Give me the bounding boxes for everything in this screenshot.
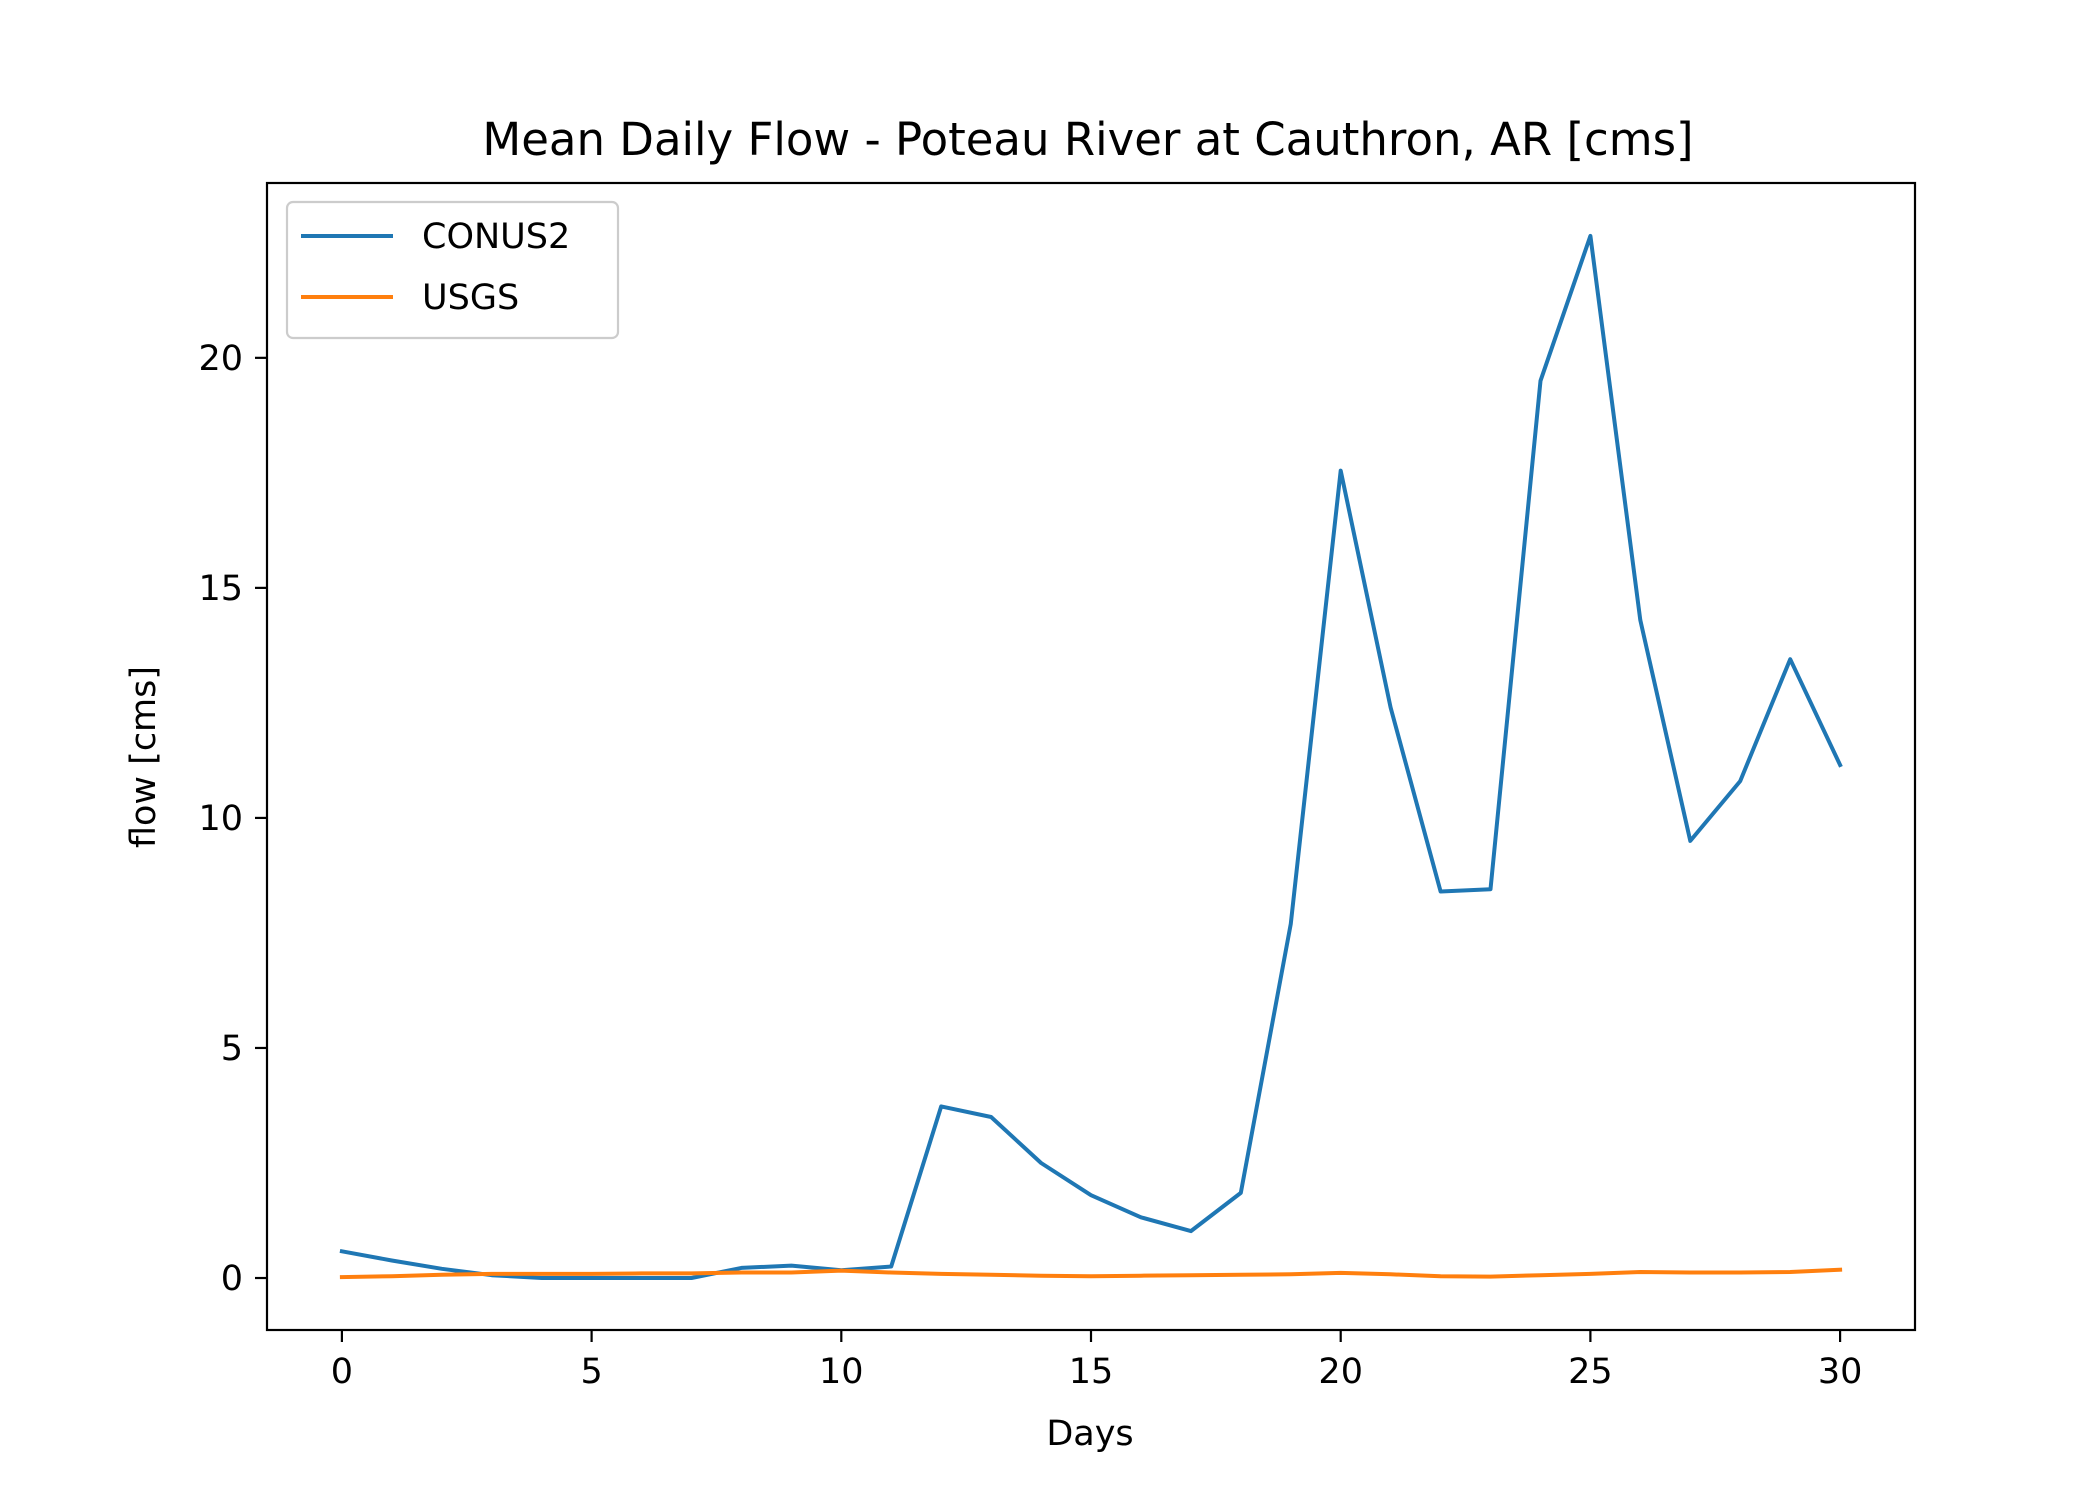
y-tick-label: 0 — [221, 1259, 243, 1299]
x-tick-label: 15 — [1069, 1352, 1114, 1392]
x-tick-label: 0 — [331, 1352, 353, 1392]
series-line-conus2 — [339, 233, 1843, 1280]
x-tick-label: 5 — [580, 1352, 602, 1392]
y-tick-label: 10 — [198, 799, 243, 839]
plot-area — [265, 181, 1917, 1332]
y-axis-label: flow [cms] — [124, 666, 164, 848]
legend-label-conus2: CONUS2 — [422, 217, 570, 257]
plot-frame — [265, 181, 1917, 1332]
x-tick-label: 25 — [1568, 1352, 1613, 1392]
x-tick-label: 30 — [1818, 1352, 1863, 1392]
series-layer — [339, 233, 1843, 1280]
y-tick-label: 20 — [198, 339, 243, 379]
legend-label-usgs: USGS — [422, 278, 519, 318]
series-line-usgs — [339, 1267, 1843, 1280]
x-axis-label: Days — [1046, 1414, 1133, 1454]
x-tick-label: 20 — [1318, 1352, 1363, 1392]
y-tick-label: 15 — [198, 569, 243, 609]
chart-title: Mean Daily Flow - Poteau River at Cauthr… — [482, 113, 1693, 166]
x-axis: 0 5 10 15 20 25 30 — [331, 1330, 1863, 1392]
legend: CONUS2 USGS — [285, 200, 620, 340]
y-tick-label: 5 — [221, 1029, 243, 1069]
y-axis: 0 5 10 15 20 — [198, 339, 267, 1299]
x-tick-label: 10 — [819, 1352, 864, 1392]
